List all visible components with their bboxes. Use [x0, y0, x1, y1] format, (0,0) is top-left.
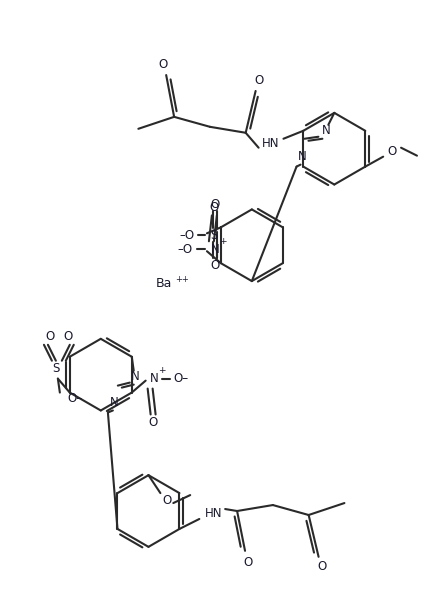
- Text: N: N: [298, 150, 307, 163]
- Text: S: S: [210, 229, 217, 242]
- Text: O–: O–: [173, 372, 189, 385]
- Text: N: N: [211, 243, 219, 256]
- Text: HN: HN: [262, 137, 279, 150]
- Text: O: O: [210, 198, 219, 211]
- Text: N: N: [131, 370, 140, 383]
- Text: ++: ++: [175, 275, 189, 284]
- Text: –O: –O: [180, 229, 194, 242]
- Text: O–: O–: [68, 392, 83, 405]
- Text: N: N: [110, 396, 118, 409]
- Text: O: O: [317, 560, 326, 573]
- Text: O: O: [163, 494, 172, 506]
- Text: O: O: [148, 416, 157, 429]
- Text: O: O: [63, 331, 72, 343]
- Text: S: S: [52, 362, 59, 375]
- Text: O: O: [159, 58, 168, 71]
- Text: O: O: [210, 259, 219, 272]
- Text: –O: –O: [177, 243, 193, 256]
- Text: N: N: [150, 372, 158, 385]
- Text: O: O: [209, 201, 219, 214]
- Text: O: O: [244, 556, 253, 569]
- Text: HN: HN: [204, 506, 222, 520]
- Text: +: +: [158, 366, 165, 375]
- Text: N: N: [322, 124, 331, 137]
- Text: O: O: [254, 74, 263, 86]
- Text: O: O: [388, 145, 397, 158]
- Text: +: +: [219, 237, 227, 246]
- Text: O: O: [45, 331, 55, 343]
- Text: Ba: Ba: [156, 277, 172, 290]
